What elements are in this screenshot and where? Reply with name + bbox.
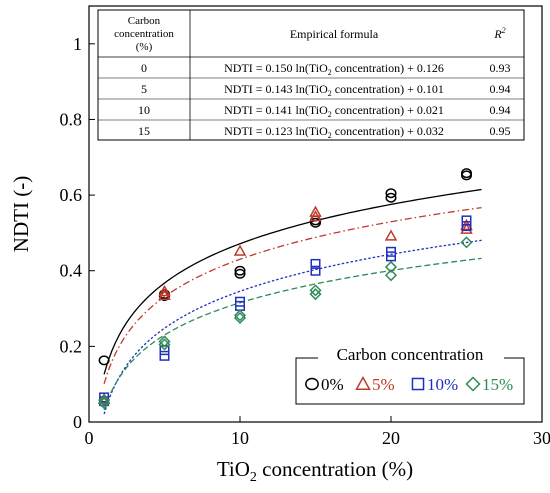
plot-area xyxy=(88,5,543,423)
table-cell-formula: NDTI = 0.141 ln(TiO2 concentration) + 0.… xyxy=(224,103,444,119)
legend-title: Carbon concentration xyxy=(337,345,484,364)
data-point-15pct xyxy=(384,260,398,274)
data-points xyxy=(97,168,473,410)
data-point-15pct xyxy=(158,335,171,348)
data-point-5pct xyxy=(158,284,171,297)
legend-frame xyxy=(295,357,525,405)
data-point-0pct xyxy=(234,265,246,276)
table-cell-formula: NDTI = 0.143 ln(TiO2 concentration) + 0.… xyxy=(224,82,444,98)
y-tick-label: 0.8 xyxy=(60,109,83,129)
fit-curve-0pct xyxy=(103,188,482,375)
formula-table: Carbon concentration (%) Empirical formu… xyxy=(97,9,525,141)
x-tick-label: 0 xyxy=(85,428,94,448)
table-cell-r2: 0.94 xyxy=(490,82,511,96)
table-header-carbon-line1: Carbon xyxy=(128,15,161,27)
data-point-0pct xyxy=(385,192,397,203)
fit-curve-10pct xyxy=(103,239,482,415)
table-frame xyxy=(97,9,525,141)
data-point-0pct xyxy=(98,355,110,366)
legend-items: 0% 5% 10% 15% xyxy=(305,375,513,394)
x-tick-label: 30 xyxy=(533,428,550,448)
data-point-15pct xyxy=(98,394,111,407)
data-point-10pct xyxy=(461,221,472,232)
x-tick-label: 10 xyxy=(231,428,249,448)
data-point-0pct xyxy=(385,188,397,199)
table-cell-r2: 0.93 xyxy=(490,61,511,75)
data-point-10pct xyxy=(461,215,472,226)
table-header-carbon-line2: concentration xyxy=(114,28,174,40)
data-point-10pct xyxy=(159,350,170,361)
x-axis-title: TiO2 concentration (%) xyxy=(217,457,413,485)
table-cell-r2: 0.95 xyxy=(490,124,511,138)
data-point-5pct xyxy=(384,229,398,241)
axis-ticks: 0 10 20 30 0 0.2 0.4 0.6 0.8 1 xyxy=(60,34,550,448)
data-point-15pct xyxy=(309,284,322,297)
y-tick-label: 0.6 xyxy=(60,185,83,205)
table-cell-carbon: 15 xyxy=(138,124,150,138)
data-point-10pct xyxy=(99,392,110,403)
data-point-5pct xyxy=(309,205,322,217)
data-point-0pct xyxy=(234,268,246,279)
y-axis-title: NDTI (-) xyxy=(9,176,33,252)
y-tick-label: 0.4 xyxy=(60,261,83,281)
table-cell-formula: NDTI = 0.150 ln(TiO2 concentration) + 0.… xyxy=(224,61,444,77)
legend-marker-15pct xyxy=(465,376,481,392)
table-cell-carbon: 0 xyxy=(141,61,147,75)
data-point-15pct xyxy=(309,288,322,301)
data-point-0pct xyxy=(461,170,472,181)
table-header-formula: Empirical formula xyxy=(290,27,379,41)
data-point-15pct xyxy=(233,309,247,322)
data-point-5pct xyxy=(233,244,247,256)
legend-marker-5pct xyxy=(355,375,371,390)
data-point-10pct xyxy=(386,246,396,257)
data-point-15pct xyxy=(384,269,398,282)
data-point-10pct xyxy=(310,265,321,276)
legend-label: 10% xyxy=(427,375,458,394)
table-cell-formula: NDTI = 0.123 ln(TiO2 concentration) + 0.… xyxy=(224,124,444,140)
legend-marker-0pct xyxy=(305,377,319,391)
table-rows: 0 NDTI = 0.150 ln(TiO2 concentration) + 0… xyxy=(138,61,511,140)
data-point-0pct xyxy=(461,168,472,179)
data-point-5pct xyxy=(97,392,111,405)
x-tick-label: 20 xyxy=(382,428,400,448)
data-point-0pct xyxy=(310,217,321,228)
fit-curve-5pct xyxy=(103,206,482,384)
data-point-15pct xyxy=(460,236,473,249)
y-tick-label: 0.2 xyxy=(60,336,83,356)
fit-curves xyxy=(103,188,482,415)
table-cell-carbon: 10 xyxy=(138,103,150,117)
legend-label: 15% xyxy=(482,375,513,394)
table-header-r2: R2 xyxy=(493,26,505,41)
y-tick-label: 1 xyxy=(73,34,82,54)
legend-marker-10pct xyxy=(411,377,425,391)
legend-label: 0% xyxy=(321,375,344,394)
fit-curve-15pct xyxy=(103,257,482,411)
data-point-10pct xyxy=(310,258,321,269)
table-header-carbon-line3: (%) xyxy=(136,41,153,53)
y-tick-label: 0 xyxy=(73,412,82,432)
legend: Carbon concentration 0% 5% 10% 15% xyxy=(295,345,525,405)
legend-label: 5% xyxy=(372,375,395,394)
data-point-10pct xyxy=(235,296,245,307)
table-cell-r2: 0.94 xyxy=(490,103,511,117)
table-cell-carbon: 5 xyxy=(141,82,147,96)
